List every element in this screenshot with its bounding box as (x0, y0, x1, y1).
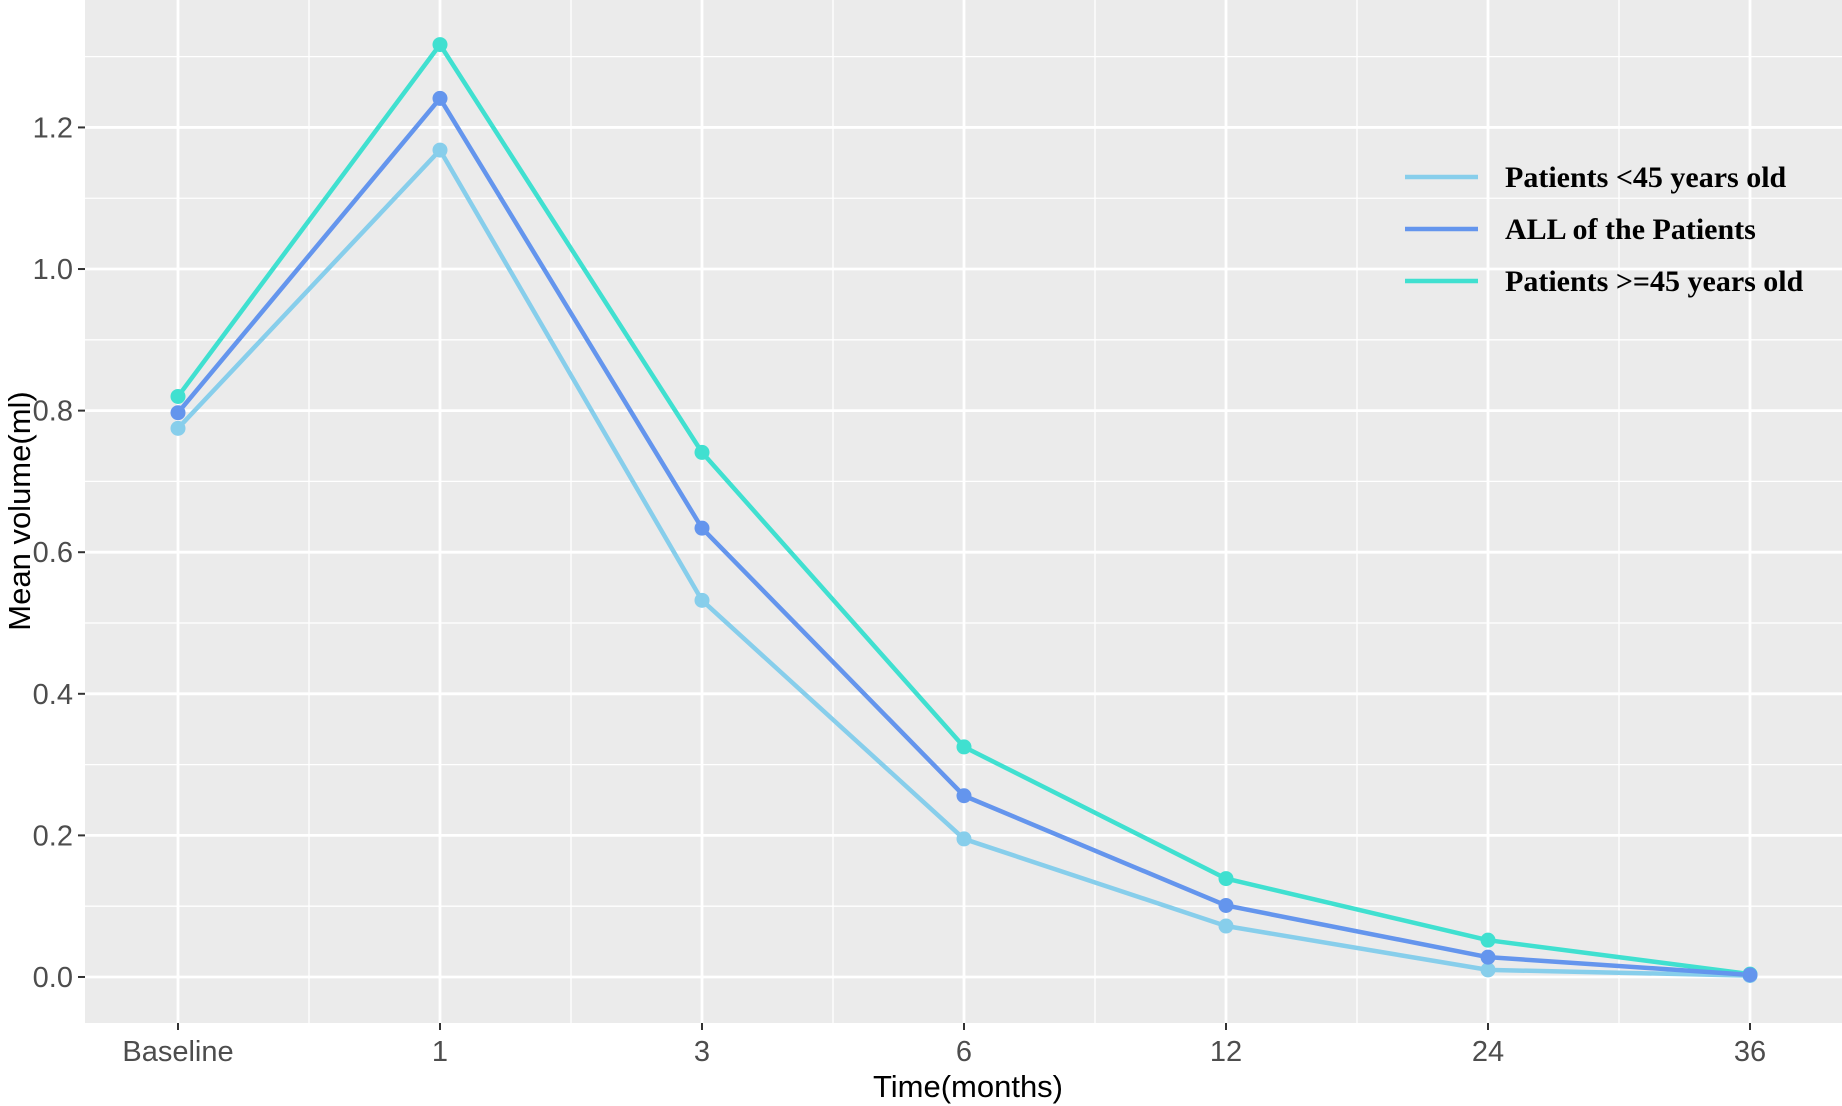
y-tick-label: 1.2 (33, 112, 73, 144)
data-point (1480, 949, 1496, 965)
legend: Patients <45 years old ALL of the Patient… (1405, 161, 1804, 298)
legend-label: Patients <45 years old (1505, 161, 1787, 194)
data-point (694, 520, 710, 536)
data-point (432, 90, 448, 106)
data-point (1742, 967, 1758, 983)
y-tick-label: 0.4 (33, 679, 73, 711)
y-tick-label: 0.0 (33, 962, 73, 994)
data-point (1218, 918, 1234, 934)
y-tick-label: 1.0 (33, 254, 73, 286)
data-point (956, 788, 972, 804)
data-point (170, 420, 186, 436)
x-tick-label: 12 (1210, 1036, 1242, 1068)
data-point (1480, 932, 1496, 948)
x-axis-title: Time(months) (873, 1069, 1063, 1104)
data-point (956, 831, 972, 847)
x-tick-label: 36 (1734, 1036, 1766, 1068)
series-layer (170, 37, 1758, 984)
data-point (1218, 871, 1234, 887)
x-tick-label: 1 (432, 1036, 448, 1068)
data-point (432, 142, 448, 158)
data-point (694, 592, 710, 608)
legend-label: ALL of the Patients (1505, 213, 1756, 246)
x-tick-label: 24 (1472, 1036, 1504, 1068)
x-tick-label: Baseline (122, 1036, 233, 1068)
data-point (1480, 962, 1496, 978)
y-axis-title: Mean volume(ml) (2, 391, 37, 630)
x-tick-label: 6 (956, 1036, 972, 1068)
data-point (170, 405, 186, 421)
y-tick-label: 0.8 (33, 396, 73, 428)
data-point (432, 37, 448, 53)
data-point (170, 388, 186, 404)
x-axis-ticks: Baseline 1 3 6 12 24 36 (122, 1023, 1766, 1068)
y-tick-label: 0.6 (33, 537, 73, 569)
x-tick-label: 3 (694, 1036, 710, 1068)
y-axis-ticks: 0.0 0.2 0.4 0.6 0.8 1.0 1.2 (33, 112, 85, 994)
data-point (694, 444, 710, 460)
data-point (956, 739, 972, 755)
legend-label: Patients >=45 years old (1505, 265, 1804, 298)
data-point (1218, 897, 1234, 913)
y-tick-label: 0.2 (33, 820, 73, 852)
